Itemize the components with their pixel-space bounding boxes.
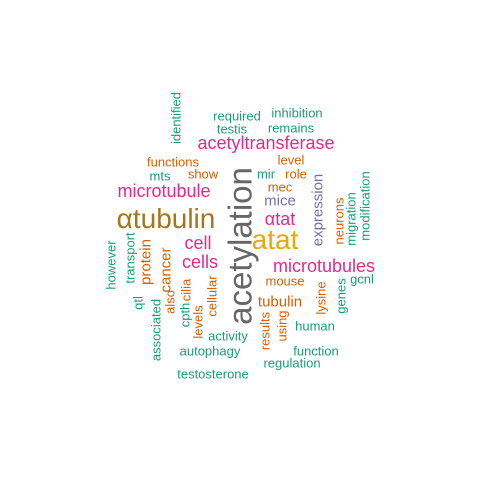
word-genes: genes xyxy=(333,278,349,314)
word-mice: mice xyxy=(264,192,296,210)
word-identified: identified xyxy=(168,91,184,145)
word-microtubule: microtubule xyxy=(117,181,211,201)
word-human: human xyxy=(295,318,335,334)
word-qtl: qtl xyxy=(130,296,146,310)
word-atat: atat xyxy=(251,224,299,255)
word-results: results xyxy=(257,311,273,351)
word-cellular: cellular xyxy=(204,275,220,317)
word-mts: mts xyxy=(149,168,171,184)
word-role: role xyxy=(285,166,307,182)
word-mec: mec xyxy=(267,179,293,195)
word-inhibition: inhibition xyxy=(271,105,323,121)
word-levels: levels xyxy=(190,305,206,339)
word-testis: testis xyxy=(216,121,248,137)
word-associated: associated xyxy=(148,298,164,362)
word-testosterone: testosterone xyxy=(177,366,249,382)
word-lysine: lysine xyxy=(313,281,329,315)
word-atat-greek: αtat xyxy=(264,209,296,229)
word-protein: protein xyxy=(137,239,155,285)
word-neurons: neurons xyxy=(331,197,347,245)
word-microtubules: microtubules xyxy=(272,256,376,276)
word-expression: expression xyxy=(309,173,327,247)
word-however: however xyxy=(103,240,119,290)
word-level: level xyxy=(277,152,305,168)
word-remains: remains xyxy=(267,120,315,136)
word-regulation: regulation xyxy=(263,355,321,371)
word-autophagy: autophagy xyxy=(179,343,241,359)
word-cilia: cilia xyxy=(178,278,194,302)
word-modification: modification xyxy=(357,171,373,241)
word-show: show xyxy=(187,166,219,182)
word-required: required xyxy=(213,108,261,124)
word-cancer: cancer xyxy=(157,247,175,293)
word-using: using xyxy=(274,310,290,342)
word-atubulin: αtubulin xyxy=(116,203,216,234)
word-activity: activity xyxy=(208,328,248,344)
word-mouse: mouse xyxy=(265,273,305,289)
word-cells: cells xyxy=(181,252,219,272)
word-functions: functions xyxy=(146,154,200,170)
word-mir: mir xyxy=(256,166,276,182)
word-transport: transport xyxy=(122,232,138,284)
word-tubulin: tubulin xyxy=(257,293,303,311)
word-cell: cell xyxy=(184,233,212,253)
word-acetylation: acetylation xyxy=(221,167,259,325)
word-also: also xyxy=(162,290,178,314)
word-acetyltransferase: acetyltransferase xyxy=(197,133,335,153)
word-function: function xyxy=(293,343,339,359)
word-gcnl: gcnl xyxy=(350,271,374,287)
